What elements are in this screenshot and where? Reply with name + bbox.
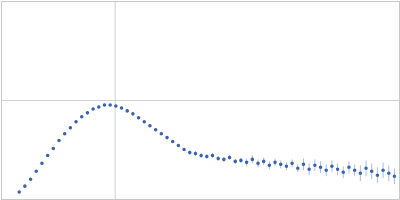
data-point — [216, 157, 220, 161]
data-point — [137, 116, 141, 120]
data-point — [194, 152, 198, 156]
data-point — [370, 169, 374, 173]
data-point — [63, 132, 67, 136]
data-point — [103, 103, 107, 107]
data-point — [364, 167, 368, 171]
data-point — [228, 156, 232, 160]
data-point — [160, 132, 164, 136]
y-axis — [1, 2, 399, 200]
data-point — [80, 115, 84, 119]
data-point — [177, 144, 181, 148]
data-point — [273, 161, 277, 165]
data-point — [381, 169, 385, 173]
data-point — [245, 161, 249, 165]
data-point — [393, 174, 397, 178]
data-point — [40, 162, 44, 166]
chart-svg — [0, 0, 400, 200]
data-point — [302, 163, 306, 167]
chart-container — [0, 0, 400, 200]
data-point — [359, 171, 363, 175]
data-point — [165, 136, 169, 140]
data-point — [387, 171, 391, 175]
data-point — [313, 164, 317, 168]
data-point — [148, 124, 152, 128]
data-point — [154, 128, 158, 132]
x-axis — [2, 1, 400, 200]
data-point — [182, 148, 186, 152]
data-point — [290, 162, 294, 166]
data-point — [285, 165, 289, 169]
data-point — [233, 160, 237, 164]
data-point — [86, 111, 90, 115]
data-layer — [17, 103, 396, 194]
data-point — [319, 166, 323, 170]
data-point — [125, 109, 129, 113]
data-point — [142, 120, 146, 124]
data-point — [131, 112, 135, 116]
data-point — [29, 177, 33, 181]
data-point — [114, 104, 118, 108]
data-point — [171, 140, 175, 144]
y-axis-line — [2, 2, 400, 200]
data-point — [23, 184, 27, 188]
data-point — [307, 168, 311, 172]
data-point — [211, 154, 215, 158]
data-point — [324, 169, 328, 173]
y-grid-line — [1, 100, 399, 101]
data-point — [91, 107, 95, 111]
data-point — [52, 147, 56, 151]
data-point — [97, 105, 101, 109]
data-point — [57, 139, 61, 143]
data-point — [341, 170, 345, 174]
data-point — [17, 190, 21, 194]
data-point — [296, 167, 300, 171]
data-point — [120, 106, 124, 110]
data-point — [108, 103, 112, 107]
plot-area — [1, 1, 400, 200]
data-point — [279, 163, 283, 167]
data-point — [376, 173, 380, 177]
data-point — [199, 154, 203, 158]
y-tick — [1, 100, 399, 101]
data-point — [46, 154, 50, 158]
data-point — [34, 169, 38, 173]
data-point — [347, 166, 351, 170]
data-point — [336, 168, 340, 172]
x-axis-line — [2, 1, 400, 200]
data-point — [256, 162, 260, 166]
data-point — [262, 160, 266, 164]
data-point — [222, 158, 226, 162]
data-point — [69, 126, 73, 130]
data-point — [239, 159, 243, 163]
data-point — [251, 158, 255, 162]
data-point — [205, 155, 209, 159]
data-point — [330, 165, 334, 169]
data-point — [353, 169, 357, 173]
data-point — [188, 151, 192, 155]
data-point — [268, 164, 272, 168]
data-point — [74, 120, 78, 124]
